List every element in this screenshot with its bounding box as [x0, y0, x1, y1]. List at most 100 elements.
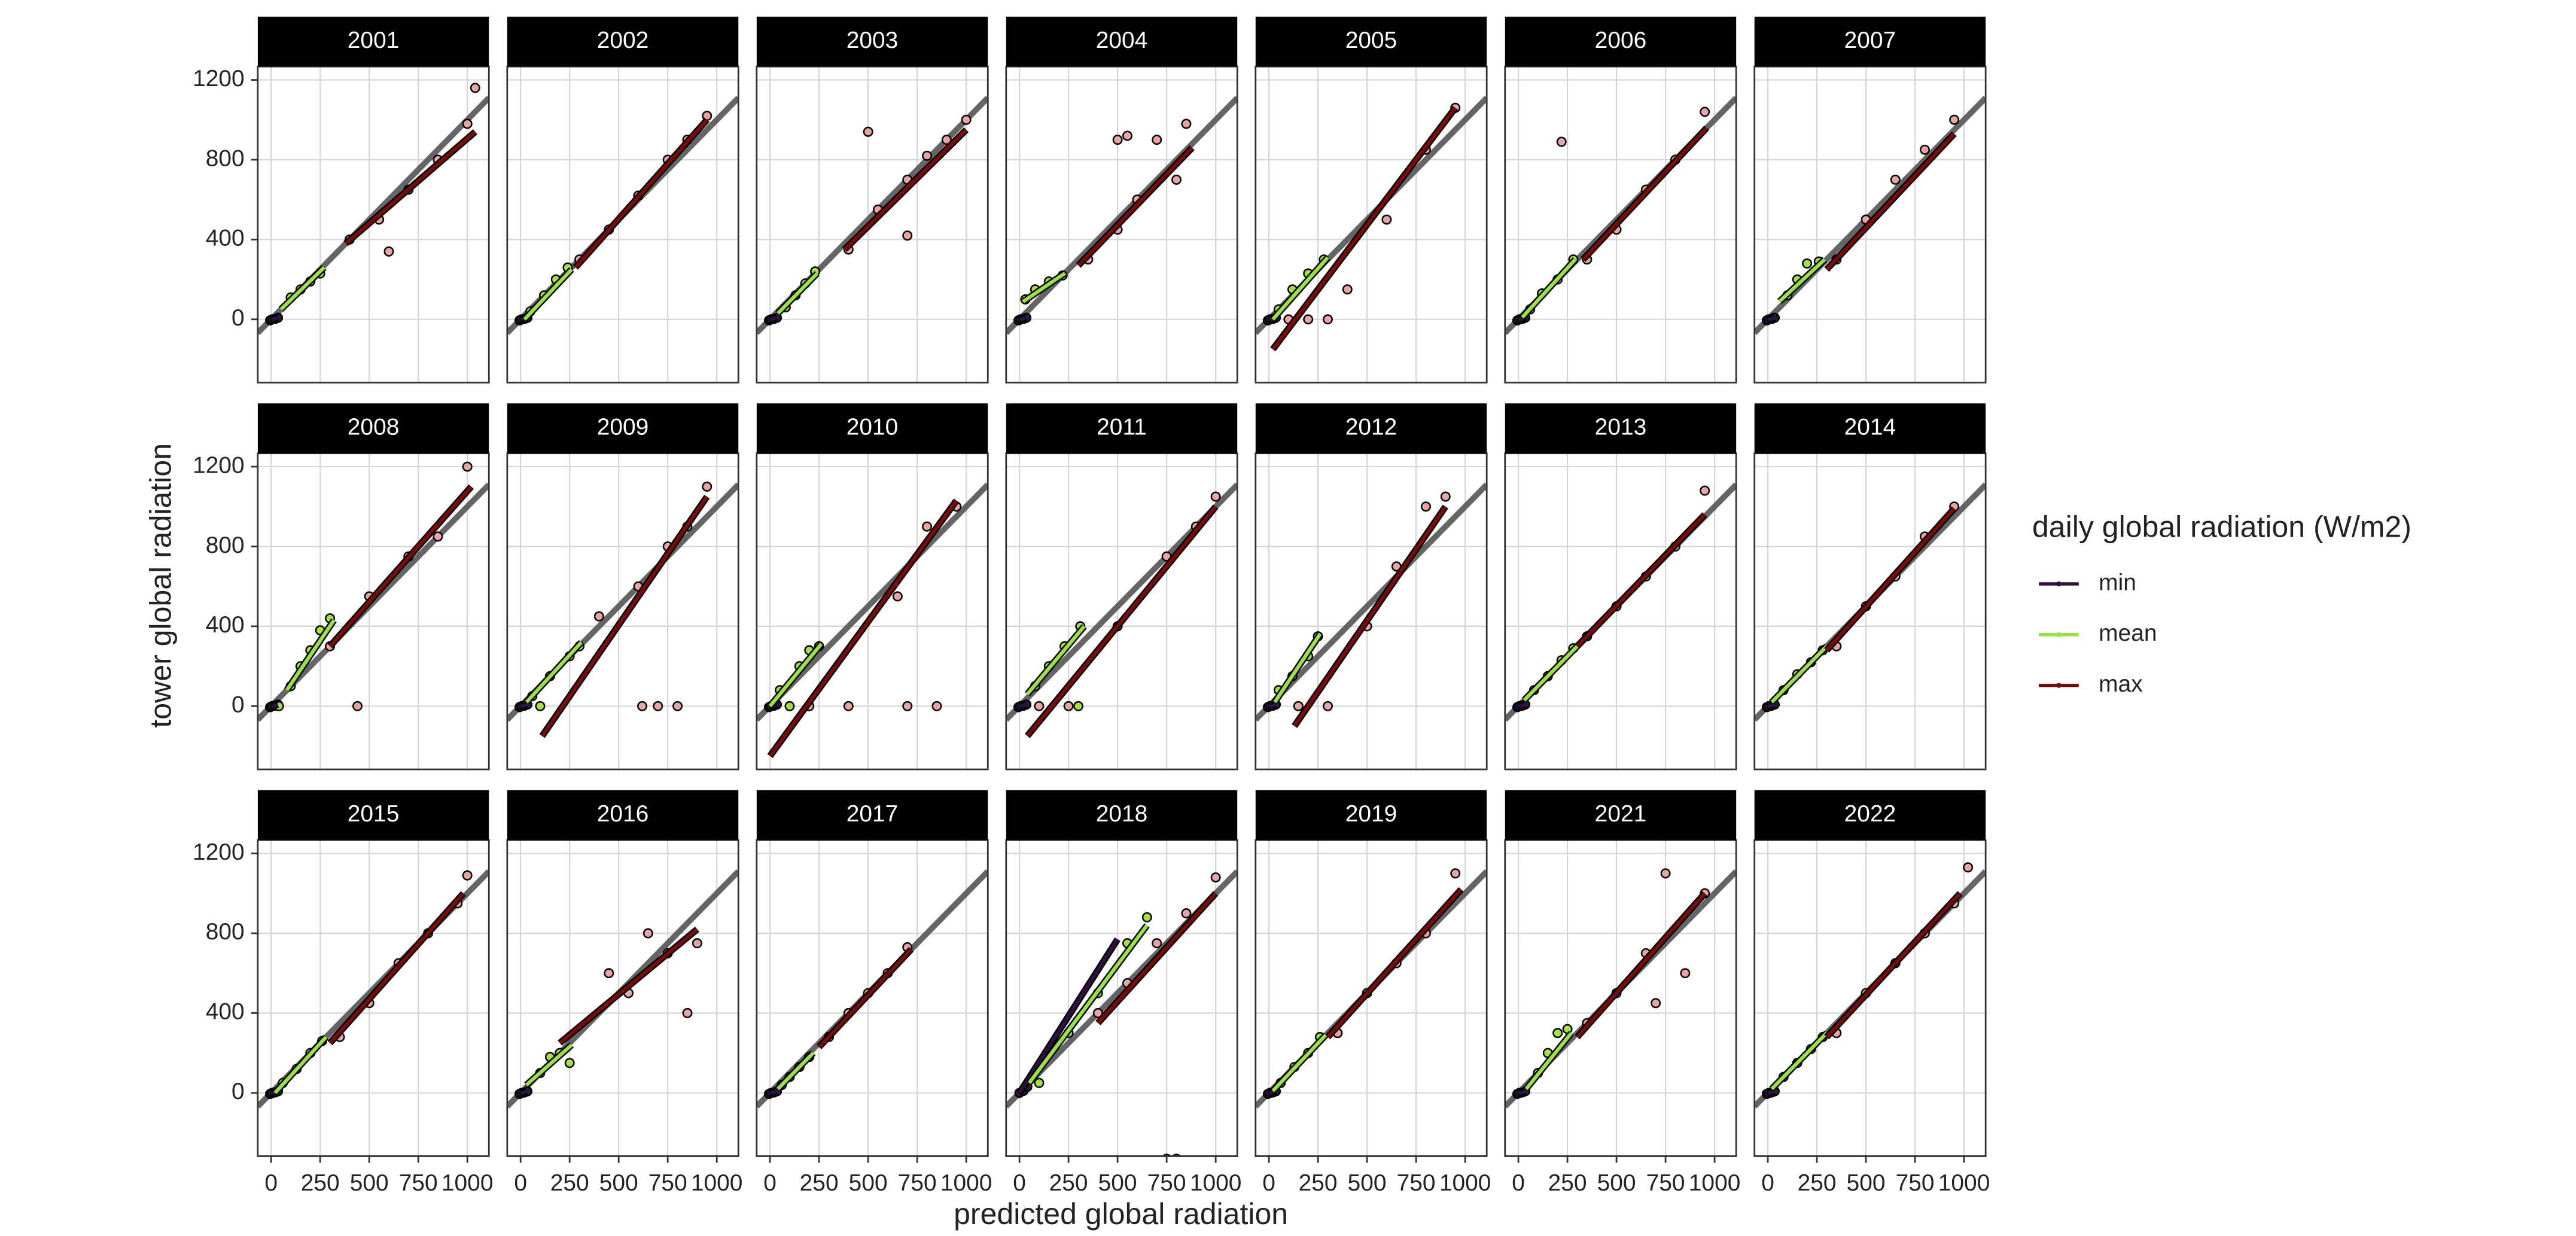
identity-line	[1006, 96, 1238, 335]
data-point	[593, 611, 604, 622]
fit-line	[520, 1089, 528, 1095]
facet	[1255, 453, 1487, 770]
data-point	[692, 938, 702, 949]
y-tick-label: 400	[206, 612, 245, 638]
strip-label: 2004	[1096, 28, 1148, 53]
fit-line	[817, 948, 913, 1049]
legend-label: max	[2099, 671, 2143, 697]
x-tick-label: 1000	[1439, 1170, 1491, 1196]
fit-line	[1025, 505, 1217, 738]
strip	[756, 16, 988, 67]
strip-label: 2006	[1595, 28, 1647, 53]
data-point	[1651, 998, 1661, 1009]
strip-label: 2008	[348, 414, 400, 440]
strip	[507, 790, 739, 841]
data-point	[383, 246, 394, 257]
facet	[507, 840, 739, 1156]
facet	[1006, 453, 1238, 770]
x-tick-label: 750	[1896, 1170, 1935, 1196]
x-tick-label: 500	[849, 1170, 888, 1196]
y-tick-label: 800	[206, 919, 245, 945]
data-point	[1342, 284, 1353, 295]
strip	[1006, 790, 1238, 841]
panel-background	[507, 66, 739, 383]
data-point	[1660, 868, 1671, 879]
fit-line	[1524, 1031, 1573, 1091]
x-tick-label: 500	[1098, 1170, 1137, 1196]
y-tick-label: 800	[206, 145, 245, 171]
facet	[1505, 840, 1737, 1156]
legend-key-point	[2056, 683, 2062, 688]
facet	[257, 453, 489, 770]
data-point	[1063, 701, 1074, 711]
fit-line	[285, 619, 336, 692]
fit-line	[1582, 126, 1709, 261]
data-point	[1171, 174, 1182, 185]
x-tick-label: 250	[1548, 1170, 1587, 1196]
strip-label: 2001	[348, 28, 400, 53]
x-tick-label: 500	[350, 1170, 389, 1196]
x-tick-label: 750	[399, 1170, 438, 1196]
fit-line	[1825, 892, 1962, 1039]
strip-label: 2017	[847, 801, 899, 827]
fit-line	[1326, 888, 1463, 1039]
data-point	[462, 461, 473, 472]
fit-line	[523, 268, 573, 321]
data-point	[702, 481, 712, 492]
fit-line	[1022, 272, 1066, 303]
x-tick-label: 750	[648, 1170, 687, 1196]
fit-line	[328, 485, 473, 648]
strip	[507, 16, 739, 67]
data-point	[941, 135, 952, 145]
data-point	[1034, 1077, 1045, 1088]
fit-line	[777, 272, 819, 315]
data-point	[643, 928, 653, 939]
data-point	[922, 521, 933, 532]
x-tick-label: 750	[1147, 1170, 1186, 1196]
data-point	[1181, 118, 1192, 129]
data-point	[470, 83, 480, 93]
fit-line	[1518, 1089, 1526, 1095]
data-point	[931, 701, 942, 711]
fit-line	[768, 499, 958, 757]
fit-line	[1770, 645, 1828, 704]
data-point	[1802, 258, 1813, 269]
data-point	[637, 701, 648, 711]
strip	[1754, 790, 1986, 841]
fit-line	[1576, 892, 1706, 1039]
x-tick-label: 750	[1646, 1170, 1685, 1196]
facet	[756, 453, 988, 770]
facet	[1505, 66, 1737, 383]
strip-label: 2003	[847, 28, 899, 53]
facet	[1754, 453, 1986, 770]
fit-line	[279, 266, 325, 311]
fit-line	[769, 316, 778, 322]
panel-background	[1505, 66, 1737, 383]
x-tick-label: 0	[1761, 1170, 1774, 1196]
strip	[1255, 403, 1487, 453]
legend-key-point	[2056, 581, 2062, 587]
x-tick-label: 500	[1847, 1170, 1886, 1196]
strip	[1505, 403, 1737, 453]
fit-line	[1825, 507, 1956, 652]
fit-line	[1767, 316, 1776, 322]
data-point	[1381, 214, 1392, 225]
fit-line	[1523, 645, 1579, 702]
fit-line	[1019, 702, 1027, 708]
data-point	[922, 150, 933, 161]
x-tick-label: 0	[763, 1170, 777, 1196]
x-tick-label: 500	[599, 1170, 638, 1196]
x-tick-label: 500	[1348, 1170, 1387, 1196]
fit-line	[525, 1043, 573, 1086]
x-tick-label: 1000	[441, 1170, 494, 1196]
fit-line	[328, 892, 465, 1045]
strip	[1754, 403, 1986, 453]
y-tick-label: 0	[232, 1079, 245, 1104]
strip-label: 2018	[1096, 801, 1148, 827]
x-tick-label: 250	[800, 1170, 839, 1196]
strip-label: 2009	[597, 414, 649, 440]
x-tick-label: 750	[1397, 1170, 1436, 1196]
x-tick-label: 1000	[1938, 1170, 1990, 1196]
